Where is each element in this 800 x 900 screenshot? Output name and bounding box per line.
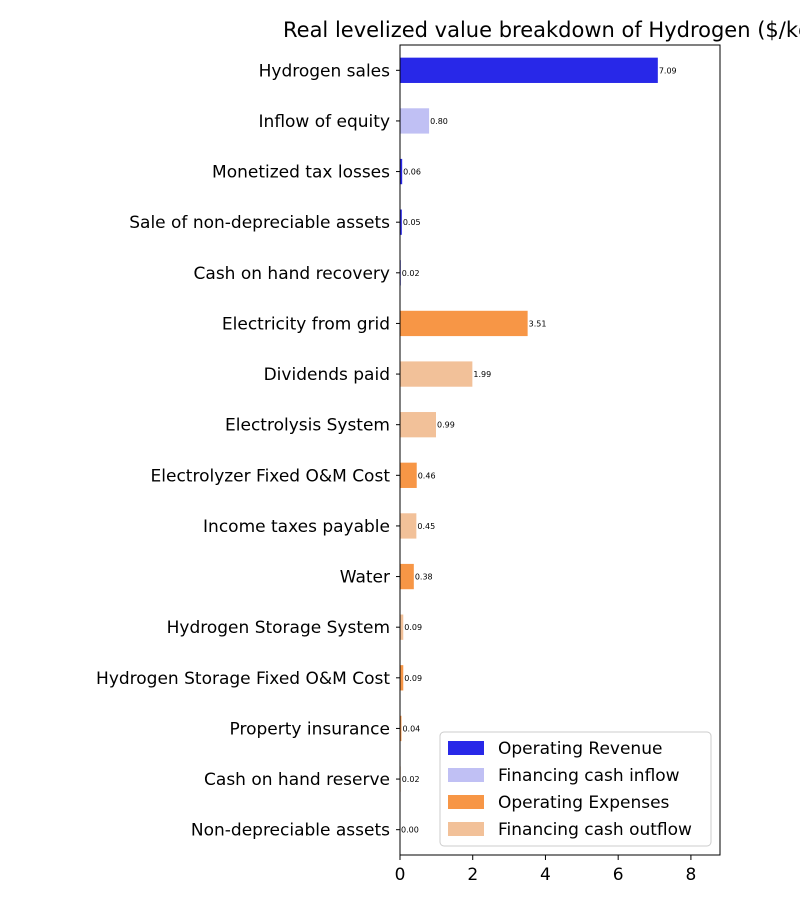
bar-value-label: 3.51 [529,319,547,328]
bar-value-label: 0.02 [402,269,420,278]
category-label: Hydrogen Storage Fixed O&M Cost [96,669,390,689]
category-label: Electrolysis System [225,416,390,436]
bar-value-label: 0.38 [415,573,433,582]
bar [400,57,658,83]
bar-value-label: 0.05 [403,218,421,227]
bar-value-label: 0.02 [402,775,420,784]
bar-value-label: 0.80 [430,117,448,126]
bar [400,715,402,742]
bars-group [400,57,658,792]
bar-value-label: 7.09 [659,66,677,75]
category-label: Monetized tax losses [212,163,390,183]
x-tick-label: 6 [613,865,624,885]
bar [400,513,417,539]
bar [400,209,402,235]
legend-swatch [448,768,484,782]
bar [400,310,528,337]
legend-label: Financing cash inflow [498,766,680,786]
legend-swatch [448,795,484,809]
x-tick-label: 0 [395,865,406,885]
bar-value-label: 0.99 [437,421,455,430]
bar [400,665,404,691]
category-label: Property insurance [230,719,390,739]
x-tick-label: 8 [685,865,696,885]
category-label: Cash on hand recovery [194,264,390,284]
x-axis: 0 2 4 6 8 [395,855,696,885]
category-label: Hydrogen Storage System [167,618,390,638]
legend-box [439,731,712,847]
bar [400,462,417,488]
legend: Operating Revenue Financing cash inflow Op… [439,731,712,847]
bar-value-label: 0.46 [418,471,436,480]
bar [400,412,436,438]
legend-label: Operating Expenses [498,793,670,813]
category-labels-group: Hydrogen sales Inflow of equity Monetized … [96,61,400,841]
category-label: Hydrogen sales [259,61,391,81]
category-label: Water [340,568,390,588]
bar-value-label: 0.04 [402,724,420,733]
category-label: Dividends paid [264,365,390,385]
category-label: Sale of non-depreciable assets [129,213,390,233]
category-label: Cash on hand reserve [204,770,390,790]
category-label: Electricity from grid [222,314,390,334]
bar-value-label: 0.09 [404,623,422,632]
x-tick-label: 4 [540,865,551,885]
legend-label: Operating Revenue [498,739,662,759]
value-labels-group: 7.09 0.80 0.06 0.05 0.02 3.51 1.99 0.99 0.46 0.45… [401,66,677,834]
bar [400,563,414,590]
legend-swatch [448,822,484,836]
category-label: Non-depreciable assets [191,821,390,841]
category-label: Inflow of equity [259,112,390,132]
bar [400,361,473,387]
bar [400,108,430,134]
bar-value-label: 1.99 [473,370,491,379]
bar-value-label: 0.00 [401,826,419,835]
x-tick-label: 2 [467,865,478,885]
bar-value-label: 0.45 [417,522,435,531]
bar-value-label: 0.06 [403,168,421,177]
plot-frame [399,44,721,856]
legend-swatch [448,741,484,755]
category-label: Electrolyzer Fixed O&M Cost [151,466,391,486]
legend-label: Financing cash outflow [498,820,692,840]
bar-value-label: 0.09 [404,674,422,683]
bar [400,614,404,640]
chart-title: Real levelized value breakdown of Hydrog… [283,18,800,42]
category-label: Income taxes payable [203,517,390,537]
bar [400,158,403,185]
